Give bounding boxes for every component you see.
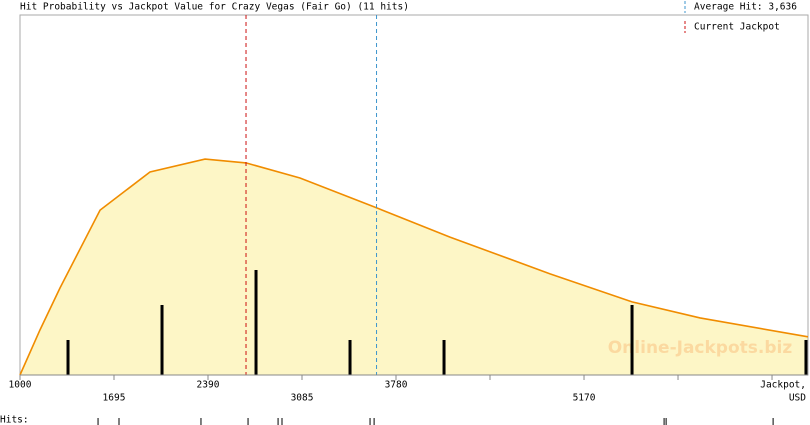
hits-label: Hits:	[0, 415, 29, 425]
chart-title: Hit Probability vs Jackpot Value for Cra…	[20, 2, 409, 13]
x-tick-label: 1000	[9, 380, 32, 391]
x-axis-label: USD	[789, 393, 806, 404]
watermark: Online-Jackpots.biz	[608, 338, 793, 358]
x-tick-label: 1695	[103, 393, 126, 404]
hit-bar	[348, 340, 352, 375]
legend-label: Current Jackpot	[694, 22, 780, 33]
curve-line	[19, 158, 809, 376]
hit-bar	[804, 340, 808, 375]
x-tick-label: 3085	[291, 393, 314, 404]
x-axis-label: Jackpot,	[760, 380, 806, 391]
legend-label: Average Hit: 3,636	[694, 2, 797, 13]
hit-bar	[442, 340, 446, 375]
hit-bar	[160, 305, 164, 375]
x-tick-label: 3780	[385, 380, 408, 391]
hit-bar	[630, 305, 634, 375]
hit-bar	[66, 340, 70, 375]
x-tick-label: 2390	[197, 380, 220, 391]
x-tick-label: 5170	[573, 393, 596, 404]
curve-area	[20, 159, 808, 375]
hit-bar	[254, 270, 258, 375]
